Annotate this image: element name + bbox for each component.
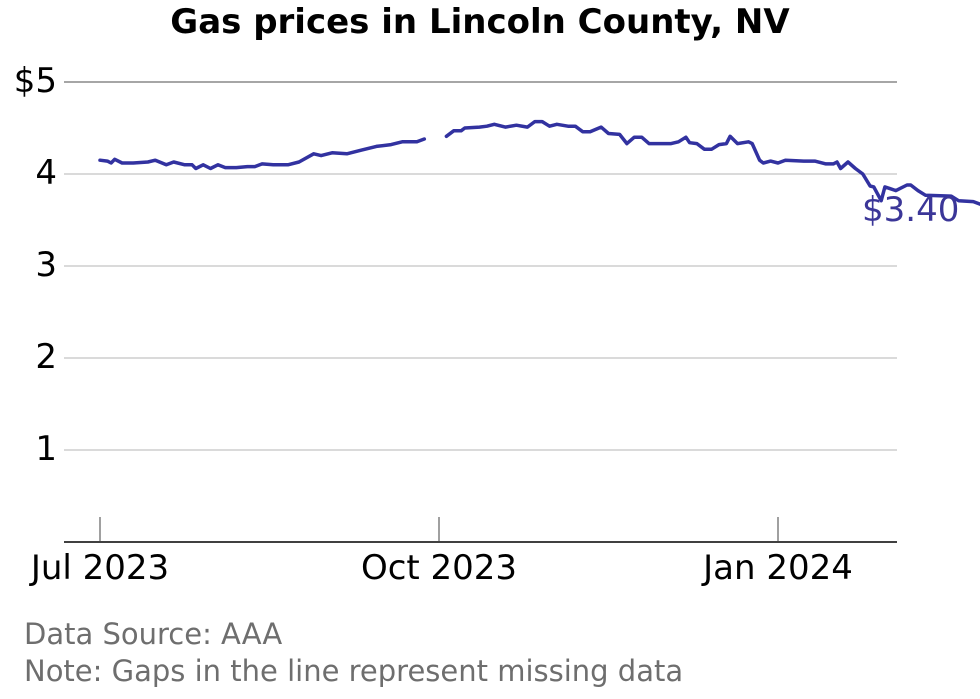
y-tick-label: 3 [35,245,57,285]
chart-title: Gas prices in Lincoln County, NV [170,2,790,42]
price-line [98,119,980,207]
gridlines [64,81,897,451]
footnote: Note: Gaps in the line represent missing… [24,654,684,688]
x-tick-label: Jul 2023 [30,548,170,588]
y-tick-label: 1 [35,429,57,469]
y-tick-label: 4 [35,153,57,193]
x-tick-marks [99,517,779,542]
x-tick-label: Oct 2023 [360,548,518,588]
latest-price-label: $3.40 [862,190,960,230]
data-source: Data Source: AAA [24,617,283,651]
y-tick-label: 2 [35,337,57,377]
y-tick-label: $5 [13,61,57,101]
x-tick-label: Jan 2024 [703,548,853,588]
price-line-segment [444,119,980,207]
price-line-segment [98,137,427,171]
